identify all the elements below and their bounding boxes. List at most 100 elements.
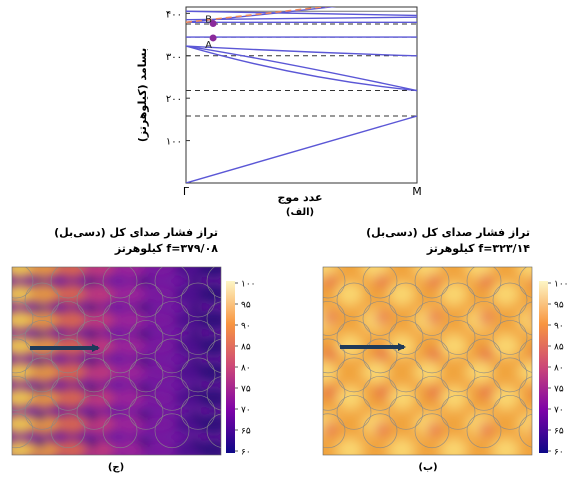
scatterer-circle — [466, 413, 502, 449]
scatterer-circle — [12, 338, 34, 374]
colorbar-tick-label: ۷۰ — [241, 406, 251, 416]
y-ticks: ۱۰۰ ۲۰۰ ۳۰۰ ۴۰۰ — [166, 9, 190, 148]
x-axis-label: عدد موج — [278, 191, 323, 205]
scatterer-circle — [180, 394, 216, 430]
scatterer-circle — [388, 320, 424, 355]
band-curve — [186, 45, 417, 92]
colorbar-ticks-left: ۱۰۰ ۹۵ ۹۰ ۸۵ ۸۰ ۷۵ ۷۰ ۶۵ ۶۰ — [235, 280, 256, 458]
map-title-right: تراز فشار صدای کل (دسی‌بل) — [366, 226, 530, 239]
scatterer-circle — [388, 394, 424, 430]
scatterer-circle — [440, 320, 476, 355]
scatterer-circle — [362, 267, 398, 299]
pressure-map-left: تراز فشار صدای کل (دسی‌بل) کیلوهرتز f=۳۷… — [11, 226, 256, 473]
scatterer-circle — [76, 320, 112, 355]
y-tick-label: ۳۰۰ — [166, 52, 182, 63]
scatterer-circle — [466, 267, 502, 299]
scatterer-circle — [24, 357, 60, 393]
scatterer-circle — [414, 267, 450, 299]
scatterer-circle — [154, 267, 190, 299]
scatterer-circle — [492, 357, 528, 393]
scatterer-circle — [492, 320, 528, 355]
band-curve — [186, 16, 417, 21]
mode-markers: BA — [205, 15, 217, 51]
scatterer-circle — [102, 301, 138, 336]
scatterer-circle — [466, 301, 502, 336]
pressure-map-right: تراز فشار صدای کل (دسی‌بل) کیلوهرتز f=۳۲… — [322, 226, 569, 473]
x-tick-gamma: Γ — [183, 185, 190, 198]
y-tick-label: ۱۰۰ — [166, 137, 182, 148]
scatterer-circle — [466, 375, 502, 411]
scatterer-circle — [102, 413, 138, 449]
scatterer-circle — [180, 282, 216, 318]
heatmap-left — [12, 267, 221, 455]
scatterer-circle — [154, 338, 190, 374]
colorbar-left — [226, 281, 235, 453]
heatmap-right — [323, 267, 532, 455]
scatterer-circle — [154, 301, 190, 336]
scatterer-circle — [414, 301, 450, 336]
band-lines — [186, 7, 417, 183]
scatterer-circle — [154, 413, 190, 449]
scatterer-circle — [180, 320, 216, 355]
scatterer-circle — [12, 413, 34, 449]
plot-frame — [185, 6, 418, 184]
scatterer-circle — [128, 357, 164, 393]
scatterer-circle — [206, 338, 221, 373]
colorbar-tick-label: ۶۰ — [554, 448, 564, 458]
scatterer-circle — [518, 413, 532, 448]
scatterer-circle — [362, 413, 398, 449]
scatterer-circle — [362, 301, 398, 336]
scatterer-circle — [102, 338, 138, 374]
scatterer-circle — [50, 267, 86, 299]
panel-label-right: (ب) — [418, 462, 437, 473]
scatterer-circle — [12, 375, 34, 411]
band-curve — [186, 115, 417, 183]
colorbar-tick-label: ۸۰ — [554, 364, 564, 374]
colorbar-tick-label: ۶۵ — [554, 427, 564, 437]
scatterer-circle — [518, 301, 532, 336]
scatterer-circle — [492, 282, 528, 318]
x-tick-m: M — [412, 185, 422, 198]
scatterer-circle — [128, 282, 164, 318]
scatterer-circle — [76, 282, 112, 318]
scatterer-circle — [323, 413, 346, 449]
colorbar-tick-label: ۹۰ — [554, 322, 564, 332]
band-curve — [186, 45, 417, 92]
scatterer-circle — [414, 413, 450, 449]
scatterer-circle — [206, 413, 221, 448]
mode-marker-label: A — [205, 40, 212, 51]
scatterer-circle — [102, 267, 138, 299]
scatterer-circle — [24, 282, 60, 318]
colorbar-tick-label: ۷۰ — [554, 406, 564, 416]
scatterer-circle — [440, 282, 476, 318]
colorbar-tick-label: ۱۰۰ — [241, 280, 256, 290]
scatterer-circle — [323, 338, 346, 374]
scatterer-circle — [102, 375, 138, 411]
scatterer-circle — [362, 375, 398, 411]
y-tick-label: ۴۰۰ — [166, 9, 182, 20]
scatterer-circle — [440, 357, 476, 393]
scatterer-circle — [50, 375, 86, 411]
colorbar-tick-label: ۶۰ — [241, 448, 251, 458]
colorbar-tick-label: ۸۰ — [241, 364, 251, 374]
scatterer-circle — [24, 320, 60, 355]
scatterer-circle — [128, 320, 164, 355]
scatterer-circle — [388, 357, 424, 393]
mode-marker-b — [209, 20, 217, 28]
y-tick-label: ۲۰۰ — [166, 94, 182, 105]
colorbar-ticks-right: ۱۰۰ ۹۵ ۹۰ ۸۵ ۸۰ ۷۵ ۷۰ ۶۵ ۶۰ — [548, 280, 569, 458]
scatterer-circle — [440, 394, 476, 430]
scatterer-circle — [76, 357, 112, 393]
band-curve — [186, 45, 417, 57]
mode-marker-a — [209, 34, 217, 42]
map-subtitle-right: کیلوهرتز f=۳۲۳/۱۴ — [426, 242, 530, 255]
mode-marker-label: B — [205, 15, 212, 26]
scatterer-circle — [336, 357, 372, 393]
scatterer-circle — [492, 394, 528, 430]
y-axis-label: بسامد (کیلوهرتز) — [136, 48, 149, 142]
scatterer-circle — [323, 375, 346, 411]
colorbar-tick-label: ۷۵ — [554, 385, 564, 395]
scatterer-circle — [414, 375, 450, 411]
colorbar-tick-label: ۱۰۰ — [554, 280, 569, 290]
